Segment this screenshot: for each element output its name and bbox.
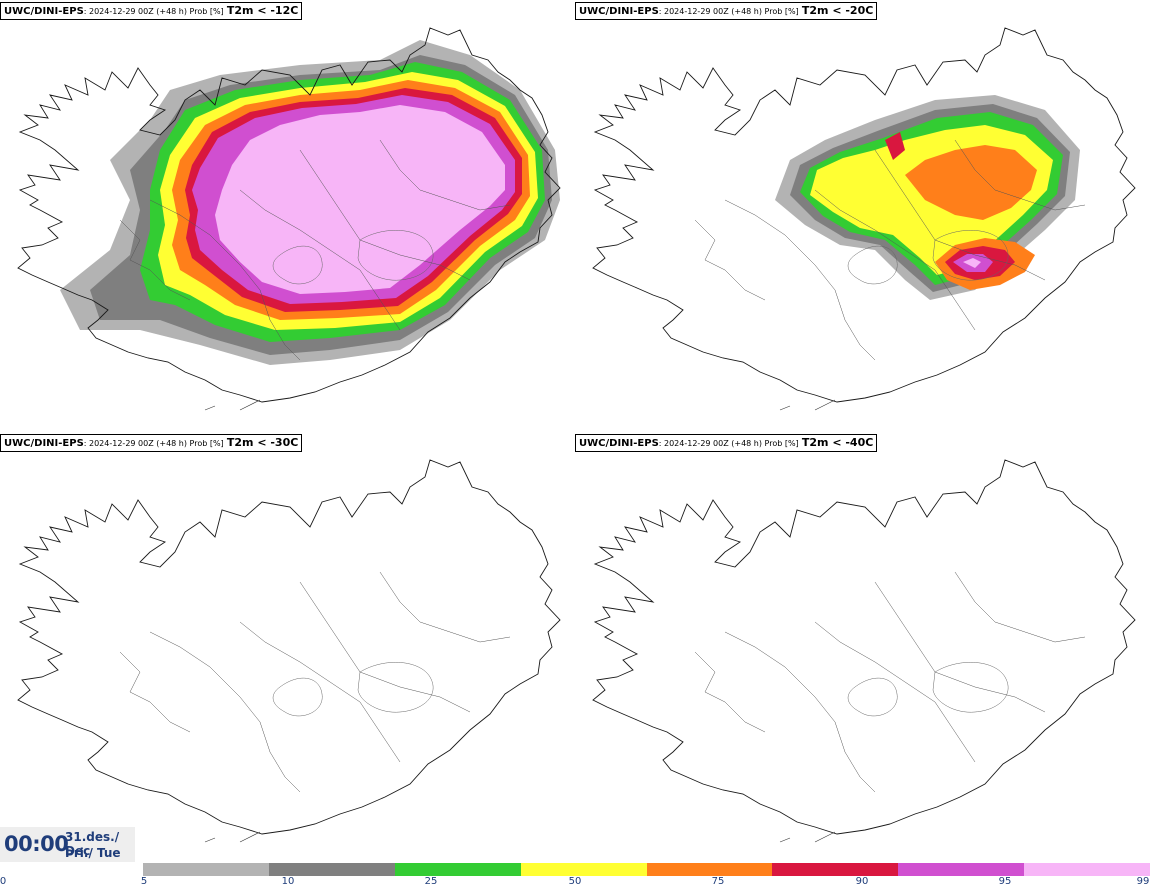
prob-90-95-area [885, 132, 905, 160]
legend-segment [268, 863, 395, 876]
coastline [592, 432, 1150, 843]
valid-time-box: 00:00 31.des./ Dec Þri./ Tue [0, 827, 135, 862]
map-panel-minus20: UWC/DINI-EPS: 2024-12-29 00Z (+48 h) Pro… [575, 0, 1150, 432]
panel-title: UWC/DINI-EPS: 2024-12-29 00Z (+48 h) Pro… [0, 2, 303, 20]
probability-map-minus20 [592, 0, 1150, 411]
panel-title: UWC/DINI-EPS: 2024-12-29 00Z (+48 h) Pro… [575, 2, 878, 20]
map-panel-minus30: UWC/DINI-EPS: 2024-12-29 00Z (+48 h) Pro… [0, 432, 575, 864]
legend-segment [394, 863, 521, 876]
prob-75-90-area [905, 145, 1037, 220]
probability-map-minus30 [17, 432, 575, 843]
coastline [17, 432, 575, 843]
legend-tick: 90 [855, 876, 869, 887]
legend-tick: 95 [998, 876, 1012, 887]
panel-title: UWC/DINI-EPS: 2024-12-29 00Z (+48 h) Pro… [575, 434, 878, 452]
valid-time: 00:00 [4, 832, 69, 856]
prob-over-99-area [963, 258, 981, 268]
panel-title: UWC/DINI-EPS: 2024-12-29 00Z (+48 h) Pro… [0, 434, 303, 452]
map-panel-minus12: UWC/DINI-EPS: 2024-12-29 00Z (+48 h) Pro… [0, 0, 575, 432]
map-panel-minus40: UWC/DINI-EPS: 2024-12-29 00Z (+48 h) Pro… [575, 432, 1150, 864]
legend-tick: 0 [0, 876, 7, 887]
probability-map-minus40 [592, 432, 1150, 843]
legend-tick: 25 [424, 876, 438, 887]
valid-weekday: Þri./ Tue [65, 846, 121, 860]
legend-tick: 99 [1136, 876, 1150, 887]
prob-over-99-area [215, 105, 505, 294]
legend-tick: 50 [568, 876, 582, 887]
legend-segment [898, 863, 1025, 876]
legend-segment [1024, 863, 1150, 876]
probability-map-minus12 [17, 0, 575, 411]
legend-segment [143, 863, 269, 876]
probability-colorbar [143, 863, 1150, 876]
valid-date: 31.des./ Dec [65, 830, 120, 858]
legend-tick: 75 [711, 876, 725, 887]
legend-segment [520, 863, 647, 876]
legend-segment [646, 863, 773, 876]
legend-tick: 10 [281, 876, 295, 887]
legend-segment [772, 863, 899, 876]
legend-tick: 5 [140, 876, 148, 887]
